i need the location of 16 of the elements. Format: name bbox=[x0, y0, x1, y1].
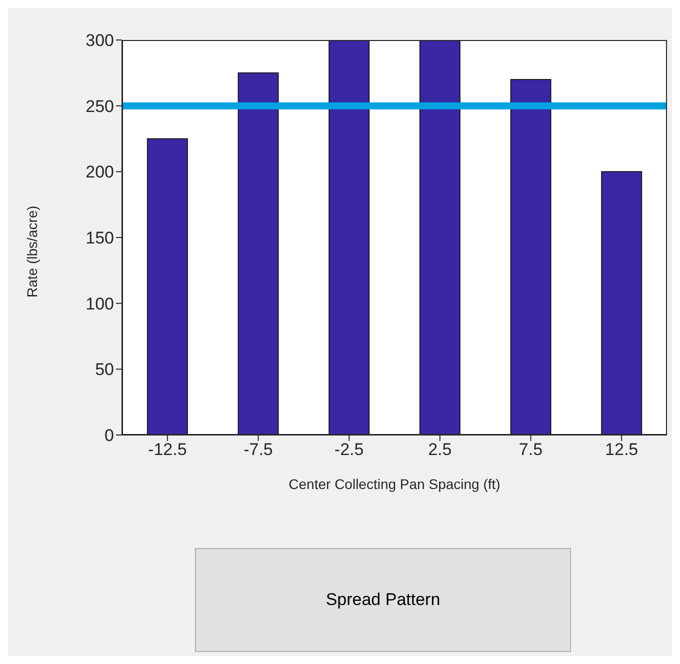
y-tick-label: 250 bbox=[86, 96, 114, 116]
y-tick-label: 0 bbox=[104, 426, 114, 446]
y-tick-label: 300 bbox=[86, 31, 114, 50]
x-axis-title: Center Collecting Pan Spacing (ft) bbox=[288, 476, 500, 492]
y-tick-label: 100 bbox=[86, 294, 114, 314]
y-tick-label: 200 bbox=[86, 162, 114, 182]
button: Spread Pattern bbox=[195, 548, 571, 652]
x-tick-label: 2.5 bbox=[428, 440, 452, 460]
x-tick-label: 12.5 bbox=[605, 440, 638, 460]
y-axis-title: Rate (lbs/acre) bbox=[24, 206, 40, 298]
x-tick-label: -12.5 bbox=[148, 440, 187, 460]
x-tick-label: -7.5 bbox=[244, 440, 273, 460]
y-tick-label: 50 bbox=[95, 360, 114, 380]
x-tick-label: 7.5 bbox=[518, 440, 543, 460]
x-tick-label: -2.5 bbox=[334, 440, 364, 460]
y-tick-label: 150 bbox=[86, 228, 114, 248]
